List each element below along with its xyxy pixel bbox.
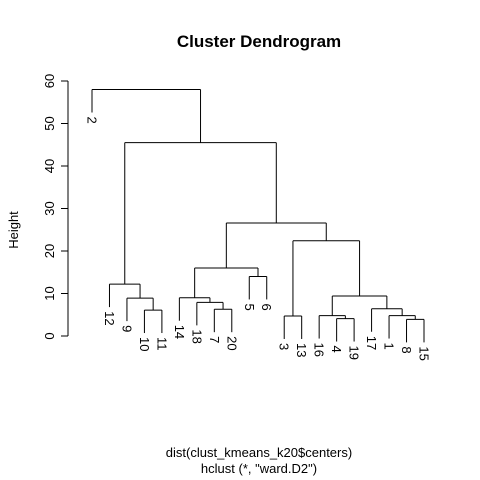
leaf-label: 1	[382, 343, 397, 350]
method-label: hclust (*, "ward.D2")	[201, 461, 317, 476]
leaf-label: 18	[189, 329, 204, 343]
leaf-label: 9	[119, 325, 134, 332]
y-tick-label: 10	[42, 286, 57, 300]
leaf-label: 20	[224, 336, 239, 350]
leaf-label: 5	[242, 303, 257, 310]
leaf-label: 4	[329, 346, 344, 353]
leaf-label: 13	[294, 343, 309, 357]
y-tick-label: 40	[42, 159, 57, 173]
y-axis: 0 10 20 30 40 50 60	[42, 74, 69, 340]
dendrogram-branches	[91, 89, 425, 343]
leaf-label: 3	[277, 343, 292, 350]
leaf-label: 16	[312, 343, 327, 357]
x-axis-label: dist(clust_kmeans_k20$centers)	[166, 445, 352, 460]
y-tick-label: 60	[42, 74, 57, 88]
leaf-label: 8	[399, 346, 414, 353]
y-tick-label: 50	[42, 116, 57, 130]
leaf-label: 12	[102, 311, 117, 325]
leaf-label: 10	[137, 337, 152, 351]
y-axis-label: Height	[6, 211, 21, 249]
leaf-label: 19	[347, 346, 362, 360]
chart-title: Cluster Dendrogram	[177, 32, 341, 51]
leaf-label: 14	[172, 325, 187, 339]
leaf-label: 2	[85, 116, 100, 123]
leaf-label: 11	[154, 337, 169, 351]
leaf-label: 17	[364, 336, 379, 350]
y-tick-label: 0	[42, 332, 57, 339]
leaf-label: 7	[207, 336, 222, 343]
y-tick-label: 30	[42, 201, 57, 215]
leaf-label: 15	[417, 346, 432, 360]
y-tick-label: 20	[42, 244, 57, 258]
leaf-label: 6	[259, 303, 274, 310]
